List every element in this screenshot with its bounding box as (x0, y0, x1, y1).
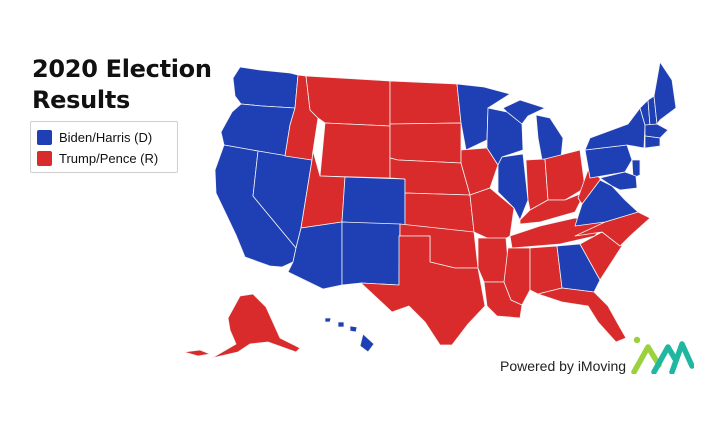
legend-swatch-republican (37, 151, 52, 166)
title-line-2: Results (32, 86, 131, 114)
legend-swatch-democrat (37, 130, 52, 145)
state-montana (305, 75, 391, 127)
state-west-virginia (577, 169, 601, 205)
state-arkansas (477, 237, 509, 283)
state-maine (653, 61, 677, 125)
legend-label-republican: Trump/Pence (R) (59, 151, 159, 166)
state-hawaii-oahu (337, 321, 345, 328)
state-wyoming (319, 122, 391, 179)
legend-item-republican: Trump/Pence (R) (37, 148, 171, 169)
state-hawaii-maui (349, 325, 358, 333)
state-michigan-lower (535, 114, 564, 161)
state-hawaii-kauai (324, 317, 332, 323)
state-alaska-aleutians (183, 349, 211, 357)
state-georgia (556, 243, 601, 293)
state-florida (537, 287, 627, 343)
powered-by-text: Powered by iMoving (500, 358, 627, 374)
state-michigan-upper (502, 99, 546, 125)
state-new-mexico (341, 221, 401, 286)
state-colorado (341, 176, 406, 227)
imoving-logo-icon (631, 336, 694, 374)
state-north-dakota (389, 80, 462, 125)
state-massachusetts (644, 123, 669, 139)
legend: Biden/Harris (D) Trump/Pence (R) (30, 121, 178, 173)
legend-label-democrat: Biden/Harris (D) (59, 130, 153, 145)
state-texas (360, 235, 486, 346)
state-illinois (497, 153, 529, 221)
state-maryland-delaware (599, 171, 638, 191)
state-virginia (574, 179, 639, 227)
state-new-york (584, 107, 646, 151)
state-south-carolina (579, 231, 623, 281)
state-south-dakota (389, 122, 462, 164)
title-line-1: 2020 Election (32, 55, 212, 83)
legend-item-democrat: Biden/Harris (D) (37, 127, 171, 148)
state-new-jersey (631, 159, 641, 179)
state-hawaii-big (359, 333, 375, 353)
map-title: 2020 Election Results (32, 54, 212, 116)
state-alabama (529, 245, 563, 295)
state-washington (232, 66, 299, 109)
state-ohio (544, 149, 586, 201)
state-connecticut-ri (644, 135, 661, 149)
state-alaska (211, 293, 301, 359)
